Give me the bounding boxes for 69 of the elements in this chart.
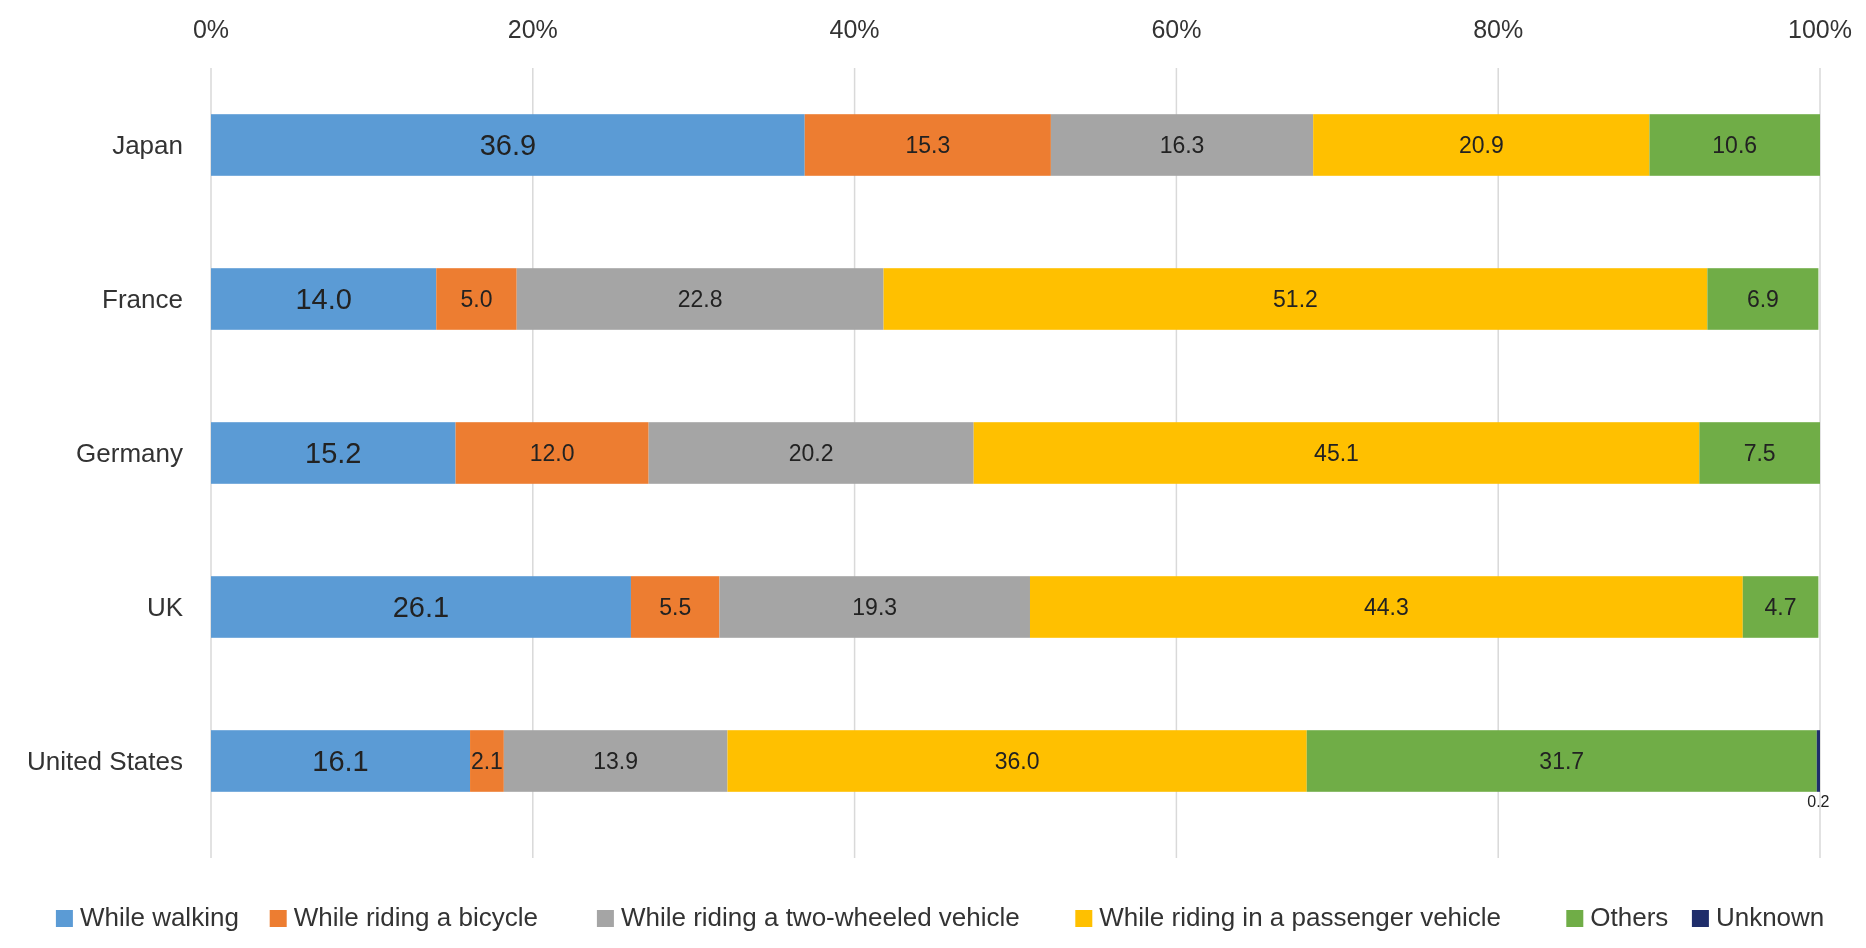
data-label: 4.7	[1764, 594, 1797, 621]
data-label: 13.9	[593, 748, 639, 775]
legend-label: While riding a bicycle	[293, 902, 538, 932]
y-tick-label: Germany	[76, 438, 183, 469]
bar	[211, 576, 631, 638]
data-label: 14.0	[295, 283, 352, 316]
legend-label: While riding in a passenger vehicle	[1099, 902, 1502, 932]
x-tick-label: 40%	[829, 15, 880, 43]
data-label: 31.7	[1539, 748, 1585, 775]
bar	[1699, 422, 1820, 484]
bar	[1707, 268, 1819, 330]
bar	[1050, 114, 1314, 176]
bar	[503, 730, 728, 792]
bar	[1742, 576, 1819, 638]
legend-label: Unknown	[1715, 902, 1825, 932]
data-label: 16.1	[312, 745, 369, 778]
data-label: 15.3	[905, 132, 951, 159]
bar	[211, 114, 805, 176]
bar	[211, 730, 471, 792]
bar	[719, 576, 1030, 638]
bar	[211, 268, 437, 330]
bar	[1816, 730, 1820, 792]
data-label: 5.5	[659, 594, 692, 621]
data-label: 22.8	[677, 286, 723, 313]
data-label: 19.3	[852, 594, 898, 621]
bar	[648, 422, 974, 484]
y-tick-label: UK	[146, 592, 184, 623]
y-tick-label: Japan	[112, 130, 183, 161]
x-tick-label: 100%	[1788, 15, 1852, 43]
bar	[727, 730, 1307, 792]
data-label: 44.3	[1363, 594, 1409, 621]
data-label: 10.6	[1712, 132, 1758, 159]
bar	[1313, 114, 1650, 176]
data-label: 15.2	[305, 437, 362, 470]
bar	[436, 268, 517, 330]
data-label: 20.9	[1458, 132, 1504, 159]
x-tick-label: 60%	[1151, 15, 1202, 43]
bar	[211, 422, 456, 484]
legend-label: While riding a two-wheeled vehicle	[620, 902, 1020, 932]
bar	[1649, 114, 1820, 176]
data-label: 20.2	[788, 440, 834, 467]
bar	[516, 268, 884, 330]
bar	[883, 268, 1708, 330]
x-tick-label: 20%	[507, 15, 558, 43]
bar	[470, 730, 504, 792]
data-label: 6.9	[1746, 286, 1779, 313]
legend-label: Others	[1590, 902, 1669, 932]
data-label: 2.1	[470, 748, 503, 775]
bar	[804, 114, 1051, 176]
data-label: 51.2	[1273, 286, 1318, 313]
data-label: 12.0	[529, 440, 575, 467]
bar	[1306, 730, 1817, 792]
legend-label: While walking	[79, 902, 239, 932]
data-label: 36.9	[479, 129, 537, 162]
bar	[455, 422, 649, 484]
x-tick-label: 0%	[192, 15, 230, 43]
y-tick-label: United States	[26, 746, 183, 777]
data-label: 5.0	[460, 286, 493, 313]
data-label: 16.3	[1159, 132, 1205, 159]
x-tick-label: 80%	[1473, 15, 1524, 43]
y-tick-label: France	[102, 284, 183, 315]
data-label: 45.1	[1314, 440, 1359, 467]
bar	[1029, 576, 1743, 638]
data-label: 26.1	[392, 591, 450, 624]
data-label: 0.2	[1807, 792, 1830, 810]
bar	[630, 576, 720, 638]
data-label: 7.5	[1743, 440, 1776, 467]
bar	[973, 422, 1700, 484]
data-label: 36.0	[994, 748, 1040, 775]
